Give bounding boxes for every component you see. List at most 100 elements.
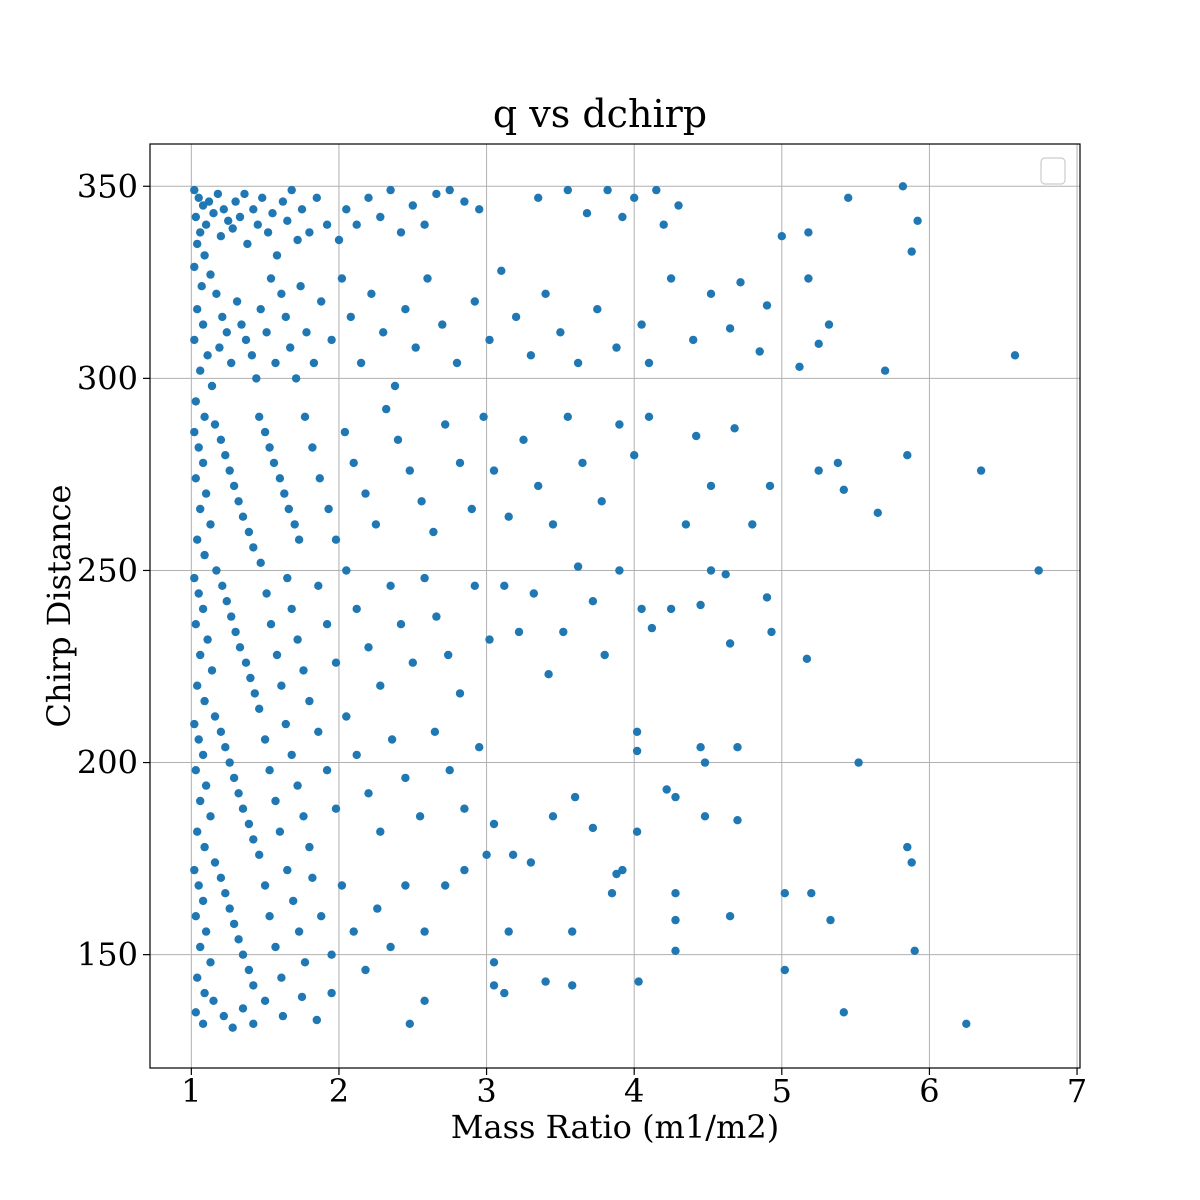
data-point (405, 466, 414, 475)
data-point (423, 274, 432, 283)
data-point (844, 193, 853, 202)
data-point (526, 351, 536, 360)
data-point (228, 1023, 237, 1032)
data-point (194, 881, 203, 890)
data-point (190, 335, 199, 345)
data-point (762, 301, 772, 310)
data-point (455, 458, 465, 468)
tick-labels: 1 2 3 4 5 6 7 150 200 250 300 350 (77, 167, 1087, 1110)
data-point (814, 466, 823, 475)
data-point (322, 766, 332, 775)
data-point (485, 335, 494, 345)
data-point (293, 635, 302, 644)
data-point (489, 958, 499, 967)
data-point (612, 343, 621, 352)
grid (150, 144, 1080, 1068)
data-point (441, 420, 450, 429)
data-point (198, 750, 208, 760)
data-point (249, 543, 258, 552)
data-point (681, 520, 691, 529)
data-point (305, 228, 314, 237)
data-point (548, 812, 558, 821)
data-point (364, 643, 373, 652)
data-point (556, 328, 565, 337)
data-point (210, 420, 220, 429)
data-point (570, 792, 580, 802)
data-point (637, 604, 646, 614)
data-point (250, 689, 259, 698)
data-point (227, 358, 236, 368)
data-point (277, 289, 286, 298)
data-point (588, 597, 598, 606)
data-point (387, 735, 397, 744)
data-point (225, 904, 234, 913)
data-point (265, 766, 274, 775)
data-point (511, 312, 521, 322)
data-point (190, 262, 199, 272)
data-point (903, 451, 912, 460)
data-point (297, 205, 307, 214)
data-point (287, 604, 296, 614)
data-point (191, 766, 200, 775)
data-point (1034, 566, 1043, 575)
data-point (593, 305, 602, 314)
data-point (268, 209, 277, 218)
data-point (548, 520, 558, 529)
data-point (260, 996, 270, 1005)
data-point (324, 504, 333, 514)
data-point (647, 623, 657, 633)
data-point (262, 328, 271, 337)
data-point (198, 604, 208, 614)
data-point (733, 743, 742, 752)
data-point (249, 981, 258, 990)
data-point (349, 458, 358, 468)
data-point (700, 758, 710, 767)
data-point (229, 481, 239, 491)
data-point (206, 520, 215, 529)
data-point (312, 193, 321, 202)
data-point (479, 412, 488, 421)
data-point (396, 228, 406, 237)
data-point (281, 312, 290, 322)
data-point (644, 412, 654, 421)
data-point (235, 212, 245, 222)
data-point (420, 573, 429, 583)
data-point (804, 274, 813, 283)
data-point (364, 193, 373, 202)
data-point (420, 927, 429, 936)
data-point (194, 193, 203, 202)
data-point (730, 424, 739, 433)
data-point (327, 335, 336, 345)
x-tick-label: 7 (1067, 1072, 1087, 1110)
data-point (508, 850, 518, 859)
data-point (534, 481, 543, 491)
data-point (632, 727, 642, 736)
data-point (725, 912, 735, 921)
data-point (266, 620, 276, 629)
data-point (283, 865, 292, 875)
x-tick-label: 1 (181, 1072, 201, 1110)
data-point (445, 766, 454, 775)
data-point (455, 689, 465, 698)
data-point (219, 205, 228, 214)
data-point (221, 889, 230, 898)
data-point (337, 881, 347, 890)
data-point (228, 224, 237, 233)
data-point (898, 182, 908, 191)
data-point (630, 451, 639, 460)
data-point (485, 635, 494, 644)
data-point (206, 958, 215, 967)
data-point (193, 305, 202, 314)
data-point (907, 247, 916, 256)
data-point (209, 209, 218, 218)
data-point (408, 201, 417, 210)
data-point (196, 942, 205, 952)
data-point (342, 566, 351, 575)
data-point (526, 858, 536, 867)
data-point (271, 796, 280, 806)
data-point (573, 562, 583, 571)
data-point (452, 358, 462, 368)
data-point (262, 589, 271, 598)
data-point (913, 216, 922, 225)
data-point (284, 504, 293, 514)
